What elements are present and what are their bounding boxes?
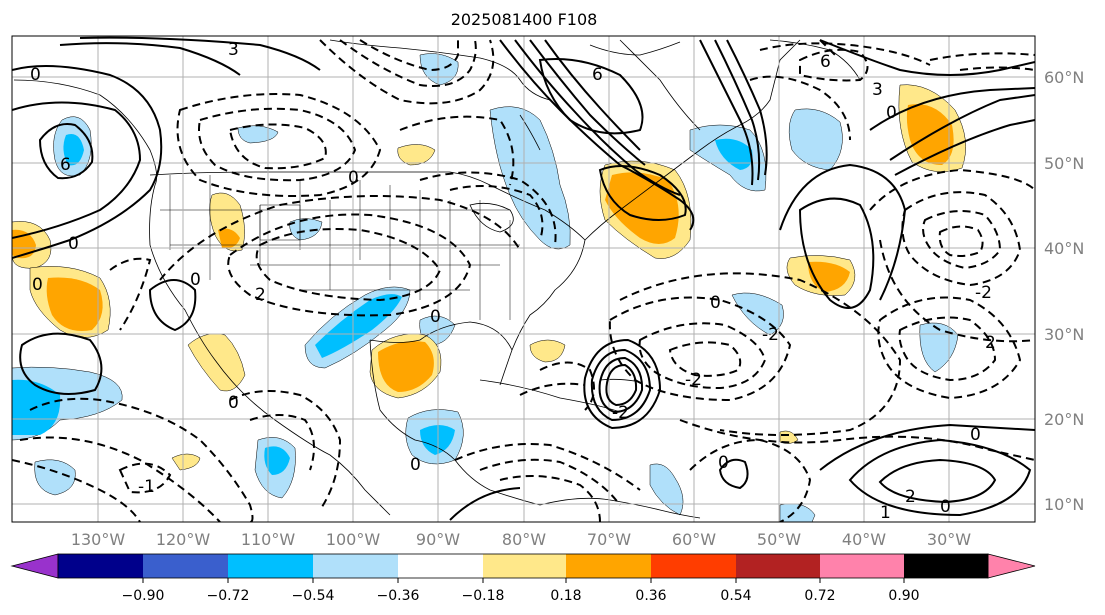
positive-anomaly-region	[378, 341, 434, 392]
colorbar-tick-label: −0.54	[292, 588, 335, 604]
contour-label: 0	[970, 425, 981, 445]
lon-label: 50°W	[757, 530, 801, 549]
contour-label: 2	[905, 487, 916, 507]
negative-anomaly-region	[919, 322, 959, 373]
positive-contours	[12, 36, 1035, 521]
contour-label: 6	[820, 52, 831, 72]
lat-label: 30°N	[1044, 325, 1084, 344]
lon-label: 130°W	[71, 530, 126, 549]
contour-label: 0	[68, 234, 79, 254]
colorbar-high-extension	[987, 553, 1036, 579]
negative-anomaly-region	[264, 446, 290, 475]
contour-label: -1	[138, 477, 155, 497]
contour-label: 0	[228, 393, 239, 413]
positive-anomaly-region	[46, 277, 103, 331]
colorbar-tick-label: 0.90	[888, 588, 919, 604]
colorbar-segment	[143, 554, 228, 578]
lon-label: 120°W	[156, 530, 211, 549]
positive-anomaly-region	[171, 453, 201, 471]
contour-label: 2	[985, 333, 996, 353]
lon-label: 90°W	[416, 530, 460, 549]
colorbar-segment	[483, 554, 566, 578]
contour-label: 0	[30, 65, 41, 85]
lon-label: 70°W	[587, 530, 631, 549]
lon-label: 100°W	[326, 530, 381, 549]
colorbar-tick-label: 0.54	[720, 588, 751, 604]
contour-label: 2	[255, 285, 266, 305]
colorbar-tick-label: 0.18	[550, 588, 581, 604]
map-layer: 3 6 3 6 0 0 0 0 2 0 -2 2 0 -2 -2 0 2 0 1…	[12, 36, 1035, 523]
contour-label: 0	[190, 270, 201, 290]
colorbar-tick-label: −0.90	[122, 588, 165, 604]
colorbar-tick-label: 0.36	[635, 588, 666, 604]
contour-label: 6	[592, 65, 603, 85]
coastlines	[13, 39, 861, 519]
colorbar-segment	[736, 554, 820, 578]
positive-anomaly-region	[218, 228, 240, 249]
colorbar-segment	[904, 554, 988, 578]
lon-label: 30°W	[927, 530, 971, 549]
negative-anomaly-region	[315, 294, 402, 358]
contour-label: 6	[60, 155, 71, 175]
lat-label: 20°N	[1044, 410, 1084, 429]
contour-label: 3	[872, 80, 883, 100]
colorbar-segment	[228, 554, 313, 578]
lat-label: 50°N	[1044, 154, 1084, 173]
negative-anomaly-region	[715, 138, 753, 170]
colorbar-segment	[820, 554, 904, 578]
colorbar-tick-label: −0.18	[462, 588, 505, 604]
contour-label: 0	[410, 455, 421, 475]
lat-label: 60°N	[1044, 68, 1084, 87]
lon-label: 60°W	[672, 530, 716, 549]
contour-label: 1	[880, 503, 891, 523]
lon-label: 80°W	[502, 530, 546, 549]
colorbar-tick-label: 0.72	[804, 588, 835, 604]
lat-label: 10°N	[1044, 495, 1084, 514]
lon-label: 40°W	[842, 530, 886, 549]
positive-anomaly-region	[397, 144, 436, 166]
contour-value-labels: 3 6 3 6 0 0 0 0 2 0 -2 2 0 -2 -2 0 2 0 1…	[30, 40, 996, 523]
contour-label: 0	[430, 307, 441, 327]
colorbar-segment	[58, 554, 143, 578]
shaded-anomalies	[12, 53, 966, 522]
latitude-labels: 60°N 50°N 40°N 30°N 20°N 10°N	[1044, 68, 1084, 514]
contour-label: 3	[228, 40, 239, 60]
colorbar-ticks	[142, 578, 905, 583]
contour-label: 0	[718, 453, 729, 473]
colorbar-tick-label: −0.72	[207, 588, 250, 604]
lon-label: 110°W	[241, 530, 296, 549]
contour-label: -2	[685, 370, 702, 390]
state-borders	[160, 175, 520, 320]
colorbar-segment	[566, 554, 651, 578]
colorbar-segment	[651, 554, 736, 578]
map-title: 2025081400 F108	[450, 10, 598, 29]
negative-contours	[12, 39, 1035, 522]
colorbar-segment	[398, 554, 483, 578]
contour-label: 0	[940, 497, 951, 517]
contour-label: 0	[348, 168, 359, 188]
map-frame	[11, 35, 1036, 523]
contour-label: -2	[612, 403, 629, 423]
contour-label: -2	[975, 283, 992, 303]
colorbar: −0.90 −0.72 −0.54 −0.36 −0.18 0.18 0.36 …	[10, 553, 1036, 604]
positive-anomaly-region	[529, 339, 566, 363]
contour-label: 0	[710, 293, 721, 313]
negative-anomaly-region	[63, 134, 84, 166]
negative-anomaly-region	[649, 463, 684, 516]
colorbar-low-extension	[10, 553, 59, 579]
colorbar-tick-label: −0.36	[377, 588, 420, 604]
colorbar-segment	[313, 554, 398, 578]
contour-label: 0	[32, 275, 43, 295]
contour-label: -2	[762, 325, 779, 345]
lat-label: 40°N	[1044, 239, 1084, 258]
longitude-labels: 130°W 120°W 110°W 100°W 90°W 80°W 70°W 6…	[71, 530, 971, 549]
positive-anomaly-region	[605, 172, 679, 244]
contour-label: 0	[886, 103, 897, 123]
